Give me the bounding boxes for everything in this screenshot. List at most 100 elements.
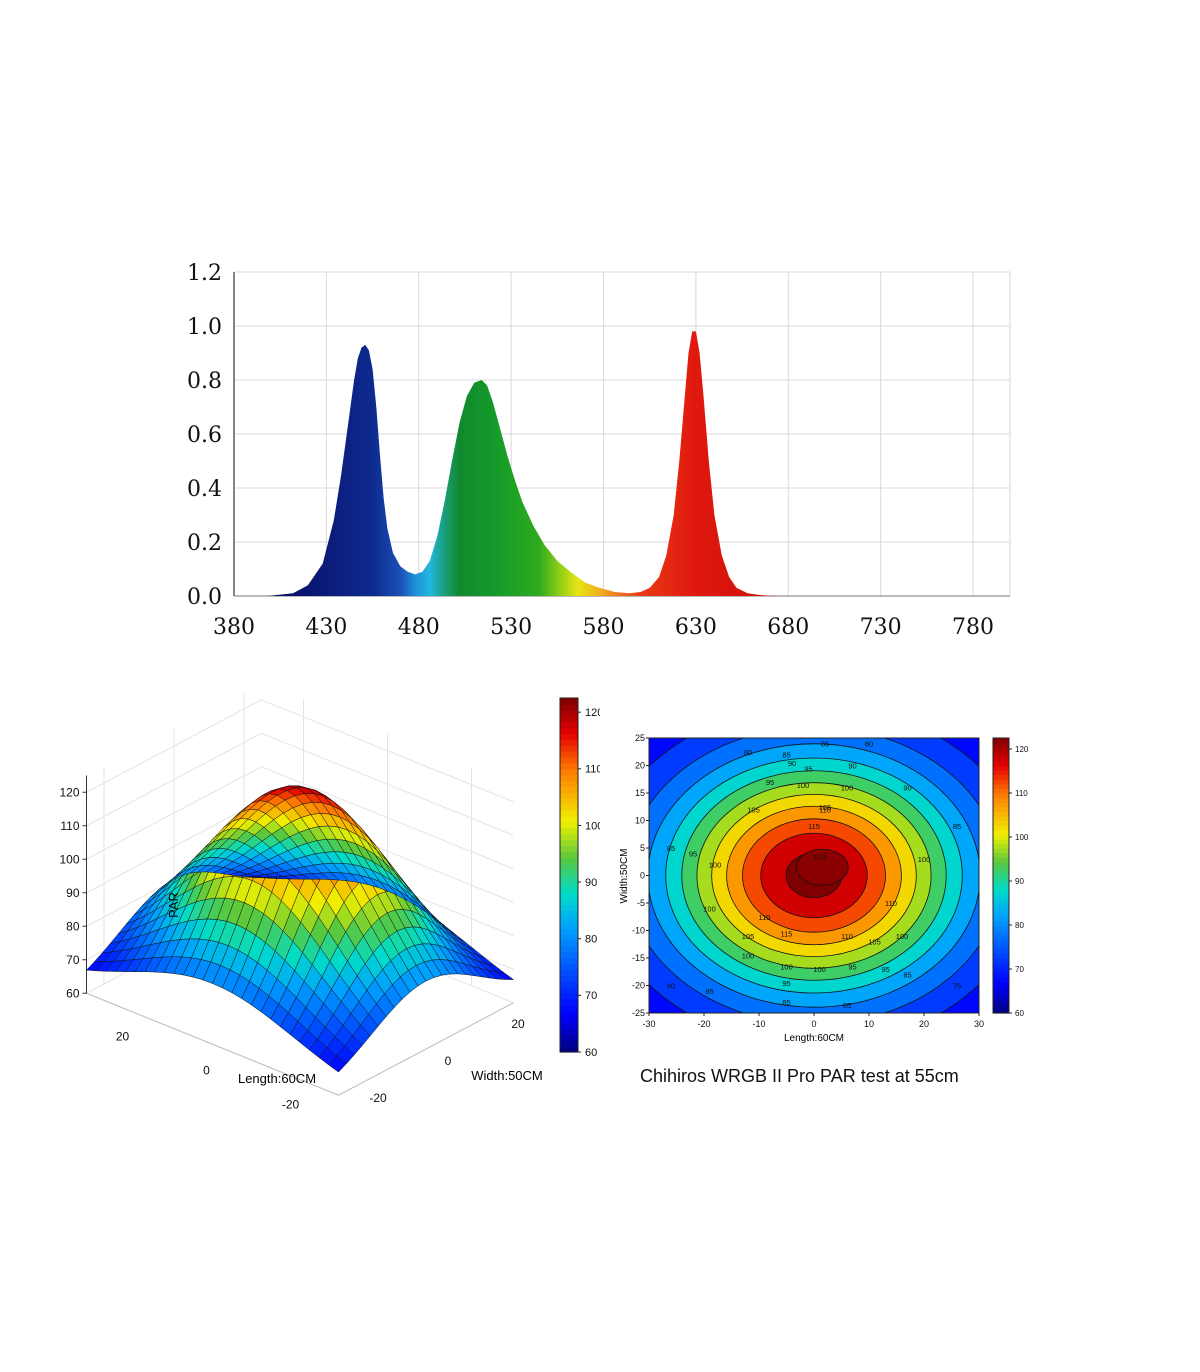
surface-length-tick-label: -20 <box>282 1097 300 1110</box>
surface-colorbar-segment <box>560 957 578 965</box>
contour-colorbar-segment <box>993 866 1009 872</box>
contour-y-tick-label: -5 <box>637 898 645 908</box>
spectrum-y-tick-label: 0.8 <box>187 369 222 394</box>
surface-x-label: Length:60CM <box>238 1071 316 1086</box>
surface-z-tick-label: 90 <box>66 886 80 900</box>
surface-colorbar-segment <box>560 904 578 911</box>
contour-colorbar-tick-label: 70 <box>1015 965 1024 974</box>
contour-line-label: 85 <box>782 998 790 1007</box>
surface-z-tick-label: 110 <box>60 819 79 833</box>
spectrum-x-tick-label: 430 <box>305 615 347 640</box>
spectrum-x-tick-label: 630 <box>675 615 717 640</box>
surface-colorbar-segment <box>560 821 578 829</box>
contour-colorbar-segment <box>993 765 1009 771</box>
surface-colorbar-segment <box>560 869 578 876</box>
contour-line-label: 115 <box>781 929 793 938</box>
spectrum-y-tick-label: 0.2 <box>187 531 222 556</box>
contour-colorbar: 60 70 80 90 100 110 120 <box>992 737 1029 1018</box>
contour-colorbar-segment <box>993 848 1009 854</box>
contour-colorbar-segment <box>993 999 1009 1005</box>
contour-colorbar-segment <box>993 1003 1009 1010</box>
contour-line-label: 105 <box>742 932 755 941</box>
contour-y-tick-label: 25 <box>635 733 645 743</box>
surface-z-tick-label: 80 <box>66 919 80 933</box>
surface-colorbar-segment <box>560 1016 578 1024</box>
contour-colorbar-segment <box>993 738 1009 744</box>
contour-colorbar-segment <box>993 971 1009 977</box>
surface-colorbar-segment <box>560 892 578 900</box>
contour-x-tick-label: 20 <box>919 1019 929 1029</box>
contour-colorbar-segment <box>993 802 1009 808</box>
contour-y-tick-label: -25 <box>632 1008 645 1018</box>
contour-line-label: 110 <box>885 899 897 908</box>
contour-line-label: 105 <box>868 938 881 947</box>
surface-z-tick-label: 120 <box>59 785 79 799</box>
contour-colorbar-segment <box>993 889 1009 895</box>
surface-colorbar-segment <box>560 751 578 758</box>
contour-colorbar-tick-label: 110 <box>1015 789 1028 798</box>
contour-line-label: 100 <box>797 781 810 790</box>
contour-peak-region <box>795 848 849 886</box>
contour-x-tick-label: 30 <box>974 1019 984 1029</box>
contour-line-label: 95 <box>689 850 697 859</box>
contour-colorbar-segment <box>993 843 1009 849</box>
contour-colorbar-tick-label: 100 <box>1015 833 1029 842</box>
contour-line-label: 105 <box>819 803 832 812</box>
surface-colorbar-segment <box>560 839 578 847</box>
contour-line-label: 85 <box>667 844 675 853</box>
contour-colorbar-segment <box>993 967 1009 973</box>
surface-colorbar-segment <box>560 786 578 793</box>
surface-z-tick-label: 70 <box>66 953 80 967</box>
surface-z-tick-label: 60 <box>66 986 80 1000</box>
surface-z-tick-label: 100 <box>59 852 79 866</box>
surface-colorbar-segment <box>560 792 578 799</box>
contour-tick-labels: -30 -20 -10 0 10 20 30 -25 -20 -15 -10 -5 0 5 10 15 20 25 <box>632 733 984 1029</box>
surface-tick-labels: 60 70 80 90 100 110 120 20 0 -20 -20 0 20 <box>59 785 525 1110</box>
contour-colorbar-segment <box>993 875 1009 881</box>
contour-line-label: 80 <box>667 982 675 991</box>
contour-line-label: 85 <box>903 971 911 980</box>
spectrum-x-tick-label: 380 <box>213 615 255 640</box>
surface-colorbar-segment <box>560 804 578 811</box>
par-surface-chart: 60 70 80 90 100 110 120 20 0 -20 -20 0 20 PAR Length… <box>59 692 600 1110</box>
contour-colorbar-segment <box>993 829 1009 835</box>
contour-y-tick-label: -15 <box>632 953 645 963</box>
surface-colorbar-tick-label: 100 <box>585 820 600 832</box>
contour-colorbar-segment <box>993 756 1009 762</box>
contour-colorbar-segment <box>993 760 1009 767</box>
spectrum-x-tick-label: 580 <box>583 615 625 640</box>
contour-x-tick-label: -20 <box>697 1019 710 1029</box>
spectrum-x-tick-label: 480 <box>398 615 440 640</box>
contour-line-label: 110 <box>841 932 853 941</box>
contour-colorbar-segment <box>993 779 1009 785</box>
contour-colorbar-segment <box>993 788 1009 794</box>
surface-colorbar-segment <box>560 875 578 882</box>
surface-colorbar-tick-label: 120 <box>585 707 600 719</box>
contour-colorbar-segment <box>993 857 1009 863</box>
contour-colorbar-tick-label: 80 <box>1015 921 1024 930</box>
spectrum-area <box>267 331 781 596</box>
contour-line-label: 110 <box>759 913 771 922</box>
surface-colorbar-segment <box>560 703 578 711</box>
surface-mesh-cell <box>253 877 272 879</box>
spectrum-y-ticks: 0.0 0.2 0.4 0.6 0.8 1.0 1.2 <box>187 261 222 610</box>
contour-colorbar-segment <box>993 912 1009 918</box>
surface-colorbar-segment <box>560 827 578 835</box>
contour-y-tick-label: 20 <box>635 761 645 771</box>
contour-colorbar-segment <box>993 806 1009 812</box>
contour-line-label: 95 <box>782 979 790 988</box>
contour-x-tick-label: -10 <box>752 1019 765 1029</box>
contour-line-label: 85 <box>821 740 829 749</box>
surface-colorbar-segment <box>560 963 578 970</box>
contour-colorbar-segment <box>993 770 1009 776</box>
spectrum-y-tick-label: 0.0 <box>187 585 222 610</box>
contour-line-label: 100 <box>703 905 716 914</box>
contour-x-label: Length:60CM <box>784 1033 844 1044</box>
surface-colorbar-segment <box>560 739 578 746</box>
contour-line-label: 80 <box>744 748 752 757</box>
contour-colorbar-segment <box>993 893 1009 900</box>
surface-colorbar-segment <box>560 733 578 740</box>
contour-fill <box>649 738 979 1013</box>
contour-colorbar-segment <box>993 1008 1009 1014</box>
contour-x-tick-label: -30 <box>642 1019 655 1029</box>
